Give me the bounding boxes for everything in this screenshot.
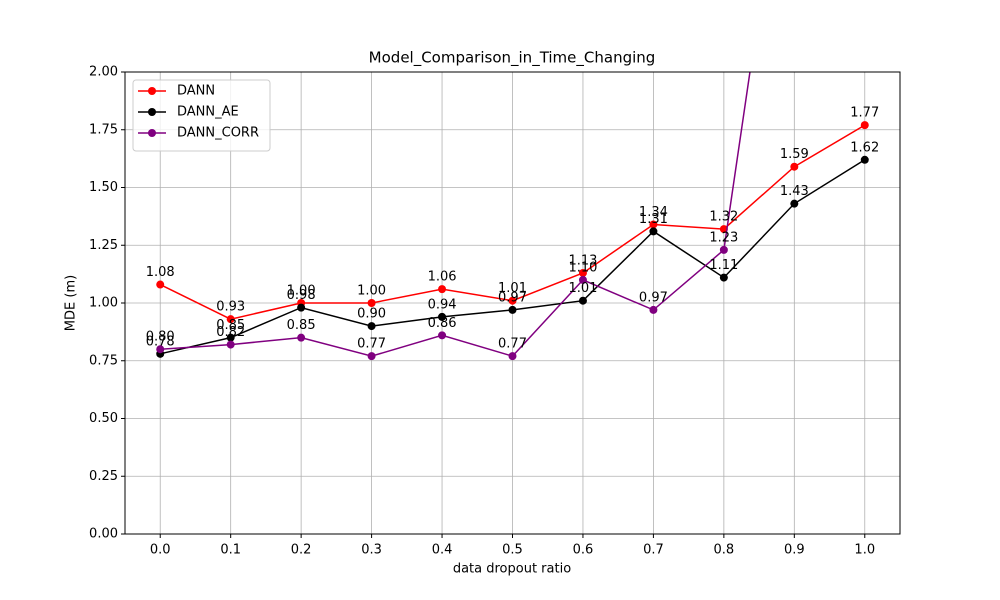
data-point <box>649 227 658 236</box>
data-label: 0.80 <box>146 330 175 345</box>
data-label: 1.11 <box>709 258 738 273</box>
data-label: 1.10 <box>568 260 597 275</box>
data-label: 0.93 <box>216 300 245 315</box>
data-point <box>367 299 376 307</box>
data-point <box>578 296 587 305</box>
data-point <box>156 345 165 354</box>
data-label: 1.59 <box>780 147 809 162</box>
data-label: 1.06 <box>428 270 457 285</box>
y-tick-label: 1.50 <box>89 180 118 195</box>
data-label: 1.77 <box>850 106 879 121</box>
x-tick-label: 0.7 <box>643 543 664 558</box>
data-label: 0.85 <box>216 318 245 333</box>
data-label: 1.34 <box>639 205 668 220</box>
data-point <box>367 352 376 361</box>
data-label: 1.08 <box>146 265 175 280</box>
legend-marker <box>148 108 156 116</box>
data-label: 1.13 <box>568 253 597 268</box>
y-axis-label: MDE (m) <box>64 275 79 331</box>
x-tick-label: 0.6 <box>573 543 594 558</box>
data-point <box>790 162 799 171</box>
y-tick-label: 0.75 <box>89 353 118 368</box>
y-tick-label: 1.00 <box>89 296 118 311</box>
axes: 0.0 0.1 0.2 0.3 0.4 0.5 0.6 0.7 0.8 0.9 1.0 0.00 0.2… <box>89 65 875 558</box>
y-tick-label: 0.00 <box>89 527 118 542</box>
y-tick-label: 0.25 <box>89 469 118 484</box>
y-tick-label: 1.25 <box>89 238 118 253</box>
data-label: 1.31 <box>639 212 668 227</box>
data-label: 1.32 <box>709 210 738 225</box>
y-tick-label: 2.00 <box>89 65 118 80</box>
data-point <box>297 303 306 312</box>
x-tick-label: 0.5 <box>502 543 523 558</box>
x-tick-label: 0.8 <box>714 543 735 558</box>
data-point <box>156 280 165 289</box>
data-label: 0.78 <box>146 334 175 349</box>
data-point <box>226 340 235 349</box>
data-point <box>226 315 235 324</box>
legend-box <box>132 79 271 152</box>
data-point <box>860 121 869 130</box>
y-tick-label: 1.75 <box>89 122 118 137</box>
data-label: 0.98 <box>287 288 316 303</box>
data-point <box>719 273 728 282</box>
x-tick-label: 0.4 <box>432 543 453 558</box>
data-point <box>367 322 376 331</box>
data-label: 1.01 <box>498 281 527 296</box>
data-label: 0.94 <box>428 297 457 312</box>
chart-title: Model_Comparison_in_Time_Changing <box>369 49 656 68</box>
legend-label: DANN <box>177 84 215 99</box>
data-point <box>297 333 306 342</box>
data-label: 1.62 <box>850 140 879 155</box>
data-point <box>649 220 658 229</box>
x-tick-label: 0.9 <box>784 543 805 558</box>
legend-marker <box>148 129 156 137</box>
data-label: 1.01 <box>568 281 597 296</box>
data-point <box>438 312 447 321</box>
data-point <box>719 245 728 254</box>
legend: DANN DANN_AE DANN_CORR <box>132 79 271 152</box>
legend-label: DANN_AE <box>177 105 239 120</box>
data-label: 0.86 <box>428 316 457 331</box>
data-label: 1.00 <box>287 284 316 299</box>
y-tick-label: 0.50 <box>89 411 118 426</box>
data-point <box>508 352 517 361</box>
data-point <box>508 305 517 314</box>
data-label: 1.43 <box>780 184 809 199</box>
x-tick-label: 0.2 <box>291 543 312 558</box>
data-label: 1.23 <box>709 230 738 245</box>
data-label: 0.90 <box>357 307 386 322</box>
data-point <box>578 268 587 277</box>
legend-label: DANN_CORR <box>177 126 259 141</box>
data-label: 0.85 <box>287 318 316 333</box>
data-label: 1.00 <box>357 284 386 299</box>
x-tick-label: 1.0 <box>854 543 875 558</box>
x-tick-label: 0.1 <box>220 543 241 558</box>
plot-area <box>156 72 869 361</box>
data-label: 0.77 <box>498 337 527 352</box>
data-point <box>578 275 587 284</box>
x-tick-label: 0.3 <box>361 543 382 558</box>
data-point <box>438 331 447 340</box>
data-point <box>860 155 869 164</box>
data-label: 0.97 <box>498 290 527 305</box>
data-point <box>649 305 658 314</box>
data-point <box>226 333 235 342</box>
data-label: 0.82 <box>216 325 245 340</box>
data-point <box>438 285 447 294</box>
data-point <box>790 199 799 208</box>
data-labels: 1.08 0.93 1.00 1.00 1.06 1.01 1.13 1.34 1.32 1.59… <box>146 106 879 352</box>
x-tick-label: 0.0 <box>150 543 171 558</box>
data-label: 0.97 <box>639 290 668 305</box>
data-point <box>508 296 517 305</box>
data-label: 0.77 <box>357 337 386 352</box>
x-axis-label: data dropout ratio <box>453 562 571 577</box>
legend-marker <box>148 87 156 95</box>
